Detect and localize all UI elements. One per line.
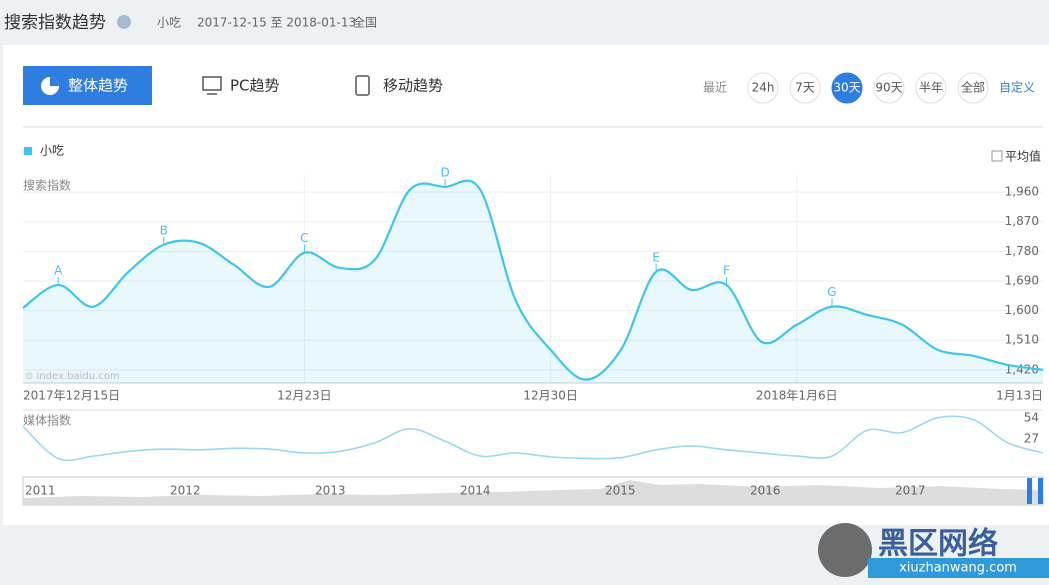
point-label: C	[300, 231, 308, 245]
point-label: F	[723, 263, 730, 277]
overview-year: 2016	[750, 484, 781, 498]
range-button-label[interactable]: 7天	[795, 81, 815, 95]
overview-year: 2012	[170, 484, 201, 498]
range-button-label[interactable]: 24h	[752, 81, 775, 95]
tab-label[interactable]: PC趋势	[230, 77, 280, 95]
y-axis-title: 搜索指数	[23, 178, 71, 193]
x-tick-label: 12月30日	[523, 389, 578, 403]
range-button[interactable]	[831, 72, 863, 104]
series-line	[22, 179, 1044, 381]
tab-label[interactable]: 移动趋势	[383, 77, 443, 95]
point-label: A	[54, 263, 63, 277]
range-button[interactable]	[957, 72, 989, 104]
y-tick-label: 1,600	[1005, 303, 1039, 317]
overview-year: 2017	[895, 484, 926, 498]
overview-handle[interactable]	[1038, 478, 1043, 504]
point-label: E	[652, 250, 660, 264]
point-label: B	[160, 223, 168, 237]
y-tick-label: 1,870	[1005, 214, 1039, 228]
mobile-icon	[355, 75, 370, 96]
x-tick-label: 12月23日	[277, 389, 332, 403]
y-tick-label: 27	[1024, 431, 1039, 445]
tab-label[interactable]: 整体趋势	[68, 77, 128, 95]
overview-year: 2013	[315, 484, 346, 498]
average-label: 平均值	[1005, 149, 1041, 164]
logo-bar	[868, 558, 1049, 578]
range-custom[interactable]: 自定义	[999, 80, 1035, 95]
average-checkbox[interactable]	[991, 150, 1003, 162]
pc-icon	[202, 76, 222, 91]
legend-label: 小吃	[40, 144, 64, 158]
series-line	[22, 415, 1044, 462]
range-button[interactable]	[873, 72, 905, 104]
range-label: 最近	[703, 81, 727, 95]
overview-year: 2014	[460, 484, 491, 498]
range-button[interactable]	[915, 72, 947, 104]
range-button-label[interactable]: 30天	[833, 81, 860, 95]
point-label: D	[440, 165, 449, 179]
range-button-label[interactable]: 全部	[961, 80, 985, 95]
series-area	[23, 180, 1043, 383]
range-button[interactable]	[789, 72, 821, 104]
region: 全国	[353, 15, 377, 30]
range-button[interactable]	[747, 72, 779, 104]
pie-icon-slice	[50, 77, 59, 86]
overview-handle[interactable]	[1027, 478, 1032, 504]
x-tick-label: 2017年12月15日	[23, 389, 120, 403]
y-tick-label: 1,780	[1005, 244, 1039, 258]
logo-name: 黑区网络	[878, 527, 998, 562]
page-title: 搜索指数趋势	[4, 13, 106, 33]
panel	[3, 45, 1049, 525]
logo-mark	[818, 523, 872, 577]
period: 2017-12-15 至 2018-01-13	[197, 16, 356, 30]
x-tick-label: 2018年1月6日	[756, 389, 838, 403]
overview-area	[23, 480, 1043, 505]
keyword: 小吃	[157, 16, 181, 30]
y-tick-label: 1,510	[1005, 333, 1039, 347]
help-icon[interactable]	[117, 15, 131, 29]
overview-year: 2015	[605, 484, 636, 498]
y-tick-label: 54	[1024, 410, 1039, 424]
range-button-label[interactable]: 半年	[919, 81, 943, 95]
watermark: ⊙ index.baidu.com	[25, 371, 120, 382]
y-axis-title: 媒体指数	[23, 413, 71, 428]
logo-site: xiuzhanwang.com	[899, 561, 1017, 576]
overview-year: 2011	[25, 484, 56, 498]
range-button-label[interactable]: 90天	[875, 81, 902, 95]
legend-swatch	[24, 147, 32, 155]
y-tick-label: 1,690	[1005, 273, 1039, 287]
point-label: G	[827, 285, 836, 299]
x-tick-label: 1月13日	[996, 389, 1043, 403]
y-tick-label: 1,960	[1005, 185, 1039, 199]
